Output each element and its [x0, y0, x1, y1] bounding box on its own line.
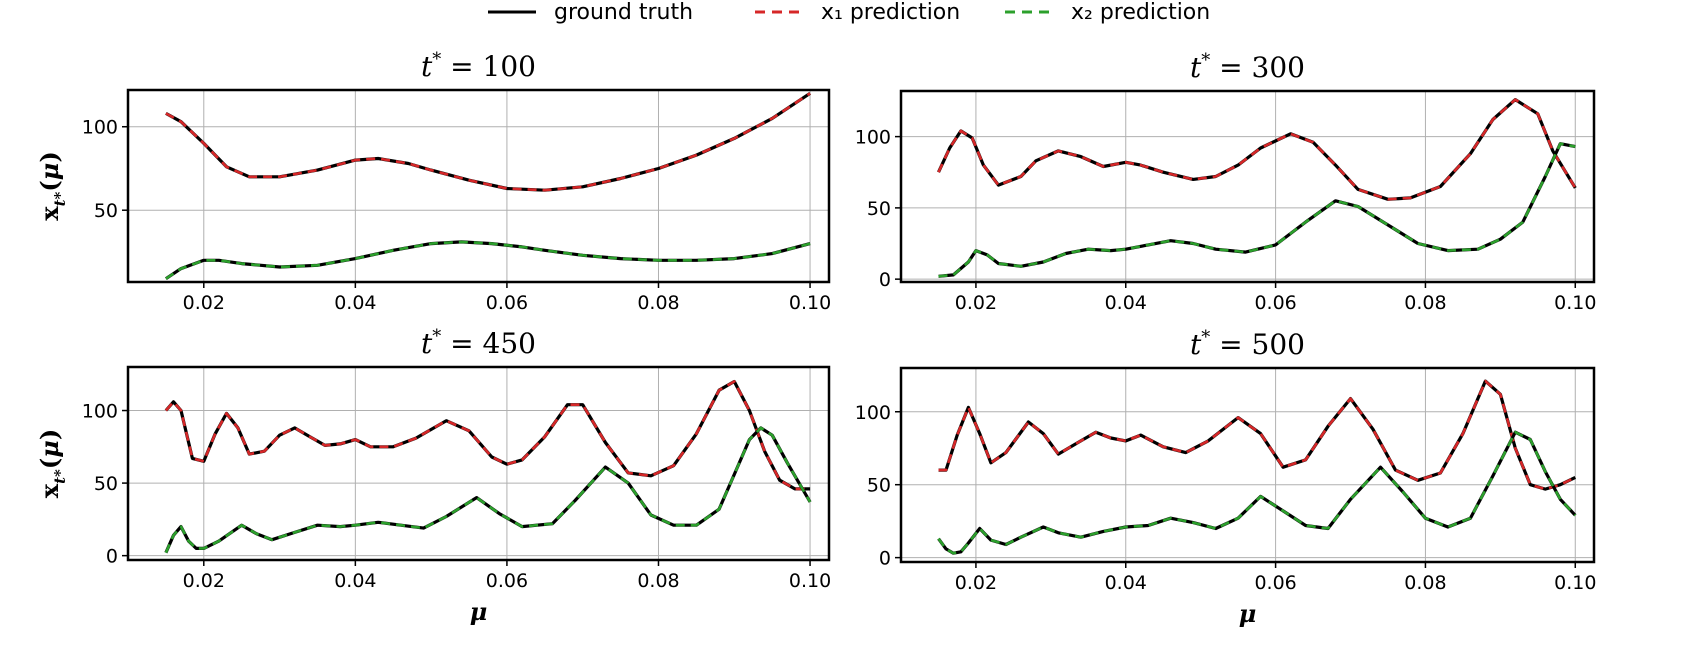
y-tick-label: 0 — [879, 269, 891, 291]
series-line-ground-truth — [164, 426, 812, 554]
chart-panel: 0.02 0.04 0.06 0.08 0.10 0 50 100 t* = 450 xt*(μ)… — [35, 326, 831, 626]
series-line-prediction — [938, 379, 1576, 491]
x-tick-label: 0.08 — [1404, 572, 1446, 594]
series-line-prediction — [937, 98, 1577, 201]
x-tick-label: 0.06 — [486, 570, 528, 592]
axes-frame — [126, 88, 831, 284]
y-tick-label: 100 — [82, 117, 118, 139]
y-tick-label: 50 — [867, 475, 891, 497]
x-tick-label: 0.04 — [1105, 572, 1147, 594]
series-group — [165, 91, 811, 281]
axes-frame — [126, 365, 831, 562]
x-tick-label: 0.06 — [1254, 572, 1296, 594]
x-tick-label: 0.02 — [183, 570, 225, 592]
series-group — [937, 98, 1577, 278]
series-line-ground-truth — [165, 91, 811, 192]
y-tick-label: 50 — [94, 200, 118, 222]
x-tick-label: 0.02 — [183, 292, 225, 314]
y-axis-label: xt*(μ) — [35, 429, 69, 498]
chart-panel: 0.02 0.04 0.06 0.08 0.10 50 100 t* = 100 xt*(μ) — [35, 49, 831, 314]
y-tick-label: 100 — [855, 127, 891, 149]
x-tick-label: 0.06 — [1254, 292, 1296, 314]
x-tick-label: 0.02 — [955, 572, 997, 594]
y-tick-label: 0 — [879, 548, 891, 570]
y-tick-label: 50 — [867, 198, 891, 220]
x-tick-label: 0.06 — [486, 292, 528, 314]
x-axis-label: μ — [1239, 599, 1257, 628]
x-tick-label: 0.08 — [637, 570, 679, 592]
series-line-prediction — [165, 240, 811, 280]
series-line-ground-truth — [937, 430, 1577, 555]
axes-frame — [899, 366, 1596, 564]
x-tick-label: 0.10 — [1554, 572, 1596, 594]
x-tick-label: 0.08 — [1404, 292, 1446, 314]
y-tick-label: 100 — [855, 402, 891, 424]
legend-label: ground truth — [554, 0, 693, 25]
legend-entry: x₁ prediction — [755, 0, 960, 25]
y-axis-label: xt*(μ) — [35, 151, 69, 220]
panel-title: t* = 300 — [1190, 50, 1305, 84]
x-tick-label: 0.10 — [789, 570, 831, 592]
x-tick-label: 0.04 — [1105, 292, 1147, 314]
legend-label: x₂ prediction — [1071, 0, 1210, 25]
panel-title: t* = 500 — [1190, 327, 1305, 361]
legend-entry: x₂ prediction — [1005, 0, 1210, 25]
series-line-prediction — [164, 380, 811, 491]
series-group — [937, 379, 1577, 555]
legend-label: x₁ prediction — [821, 0, 960, 25]
x-tick-label: 0.04 — [334, 570, 376, 592]
series-line-prediction — [165, 92, 811, 192]
x-tick-label: 0.04 — [334, 292, 376, 314]
x-tick-label: 0.08 — [637, 292, 679, 314]
legend-entry: ground truth — [488, 0, 693, 25]
x-axis-label: μ — [470, 597, 488, 626]
y-tick-label: 100 — [82, 401, 118, 423]
y-tick-label: 50 — [94, 473, 118, 495]
axes-frame — [899, 89, 1596, 284]
x-tick-label: 0.10 — [1554, 292, 1596, 314]
series-group — [164, 379, 812, 554]
chart-panel: 0.02 0.04 0.06 0.08 0.10 0 50 100 t* = 500 μ — [855, 327, 1597, 628]
series-line-prediction — [164, 426, 812, 554]
series-line-ground-truth — [938, 379, 1577, 491]
series-line-ground-truth — [164, 379, 811, 491]
legend: ground truth x₁ prediction x₂ prediction — [488, 0, 1210, 25]
x-tick-label: 0.02 — [955, 292, 997, 314]
panel-title: t* = 100 — [421, 49, 536, 83]
series-line-prediction — [938, 142, 1576, 278]
y-tick-label: 0 — [106, 546, 118, 568]
chart-panel: 0.02 0.04 0.06 0.08 0.10 0 50 100 t* = 300 — [855, 50, 1597, 314]
series-line-prediction — [937, 430, 1577, 555]
panel-title: t* = 450 — [421, 326, 536, 360]
x-tick-label: 0.10 — [789, 292, 831, 314]
